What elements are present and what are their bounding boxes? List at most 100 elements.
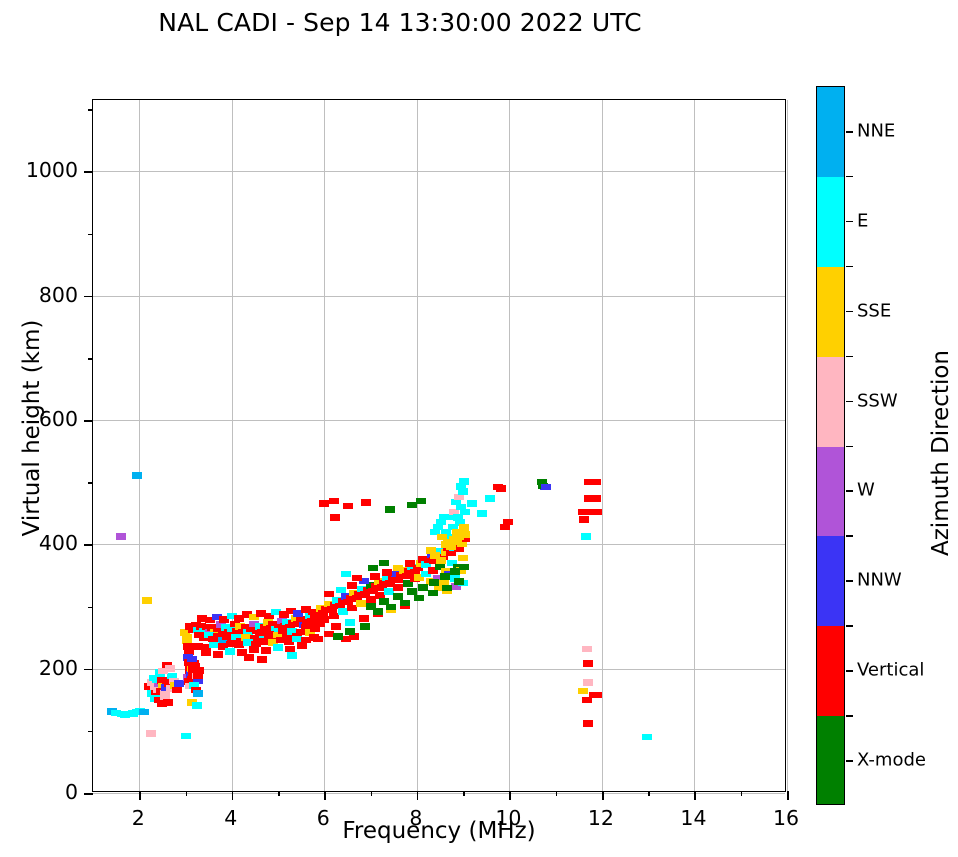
echo-mark [459,531,470,538]
x-tick [694,791,697,800]
echo-mark [191,702,202,709]
echo-mark [307,618,318,625]
echo-mark [201,623,212,631]
y-tick-minor [88,357,93,360]
y-tick [84,668,93,671]
x-tick-label: 16 [772,806,800,830]
echo-mark [368,564,379,572]
echo-mark [217,643,228,650]
echo-mark [240,634,251,641]
x-tick-minor [648,791,650,796]
echo-mark [115,533,126,540]
echo-mark [158,667,169,675]
colorbar[interactable] [816,86,845,805]
echo-mark [337,598,348,605]
colorbar-title: Azimuth Direction [928,350,954,556]
colorbar-segment[interactable] [817,446,844,537]
echo-mark [304,612,315,620]
echo-mark [347,604,358,612]
colorbar-label: NNW [857,569,902,591]
echo-mark [249,620,259,628]
echo-mark [146,679,157,686]
echo-mark [428,589,439,597]
echo-mark [362,587,373,594]
echo-mark [441,584,452,592]
colorbar-segment[interactable] [817,176,844,268]
plot-gridlines [93,100,788,794]
echo-mark [354,590,365,598]
echo-mark [430,552,441,559]
echo-mark [260,624,271,631]
echo-mark [499,523,510,531]
echo-mark [372,608,383,615]
echo-mark [172,686,183,694]
echo-mark [242,639,253,646]
echo-mark [300,636,311,644]
echo-mark [333,633,344,640]
colorbar-label: X-mode [857,749,926,771]
echo-mark [583,495,594,502]
echo-mark [168,677,179,685]
echo-mark [312,635,323,643]
echo-mark [438,513,449,521]
x-tick [324,791,326,800]
colorbar-segment[interactable] [817,356,844,447]
y-tick-label: 200 [38,655,78,680]
echo-mark [249,634,260,642]
y-axis-title: Virtual height (km) [19,319,45,537]
echo-mark [319,616,330,623]
x-tick-minor [185,791,188,796]
echo-mark [448,508,459,516]
echo-mark [449,568,460,575]
echo-mark [276,617,287,625]
echo-mark [404,560,415,567]
echo-mark [297,642,308,649]
colorbar-segment[interactable] [817,266,844,358]
echo-mark [174,680,185,687]
x-tick [416,791,419,800]
echo-mark [379,598,390,605]
echo-mark [249,613,259,621]
echo-mark [351,595,362,602]
echo-mark [150,690,161,697]
echo-mark [385,580,396,587]
gridline-horizontal [93,295,785,297]
echo-mark [308,608,319,616]
echo-mark [381,569,392,576]
echo-mark [224,629,235,636]
echo-mark [450,583,461,590]
echo-mark [192,643,203,650]
echo-mark [456,483,467,490]
colorbar-segment[interactable] [817,536,844,627]
echo-mark [418,584,429,591]
echo-mark [243,629,254,636]
echo-mark [340,570,351,578]
echo-mark [445,513,456,521]
echo-mark [193,626,204,634]
echo-mark [246,625,257,632]
echo-mark [440,541,451,548]
echo-mark [452,514,463,521]
echo-mark [454,493,465,501]
colorbar-tick [846,760,853,762]
echo-mark [286,652,297,659]
x-tick [509,791,511,800]
colorbar-tick [846,580,853,582]
echo-mark [583,478,594,486]
gridline-horizontal [93,544,785,546]
echo-mark [271,626,282,633]
colorbar-segment[interactable] [817,716,844,804]
echo-mark [360,623,371,630]
echo-mark [440,528,451,536]
echo-mark [273,621,284,629]
echo-mark [458,554,469,562]
echo-mark [300,606,311,613]
colorbar-segment[interactable] [817,87,844,178]
echo-mark [467,500,478,507]
echo-mark [197,615,208,622]
echo-mark [190,686,201,694]
colorbar-segment[interactable] [817,626,844,717]
echo-mark [182,637,193,644]
echo-mark [368,587,379,595]
echo-mark [144,683,155,690]
